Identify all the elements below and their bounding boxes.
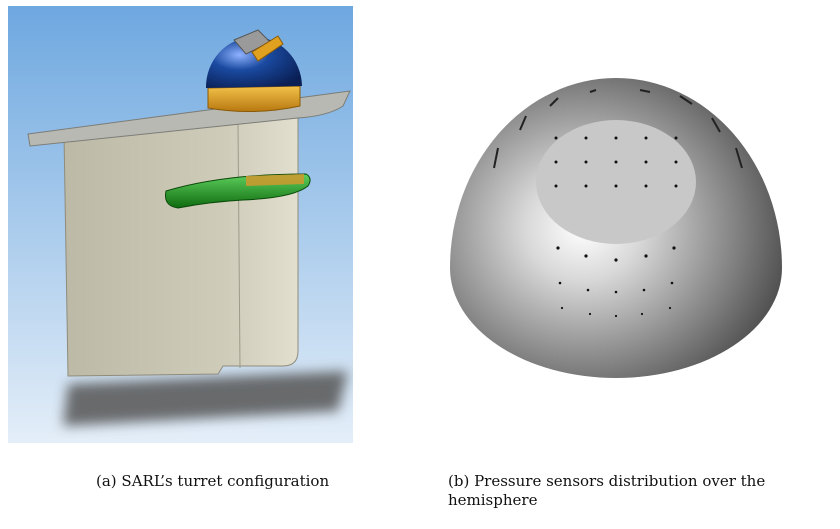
dome xyxy=(205,37,302,88)
hemisphere-sensors-icon xyxy=(450,78,782,378)
ground-shadow xyxy=(63,371,348,426)
sensor-dots xyxy=(554,136,678,318)
sensor-window xyxy=(536,120,696,244)
turret-render-icon xyxy=(8,6,353,443)
rim-markers xyxy=(493,89,743,169)
turret-configuration-figure xyxy=(8,6,353,443)
fairing-band xyxy=(246,174,304,186)
gold-ring xyxy=(207,85,301,113)
figure-a-caption: (a) SARL’s turret configuration xyxy=(96,472,330,490)
fin-body xyxy=(63,115,299,377)
fin-seam xyxy=(237,123,241,369)
hemisphere-figure xyxy=(440,78,792,390)
dome-slot xyxy=(251,35,284,62)
figure-b-caption: (b) Pressure sensors distribution over t… xyxy=(448,472,766,509)
